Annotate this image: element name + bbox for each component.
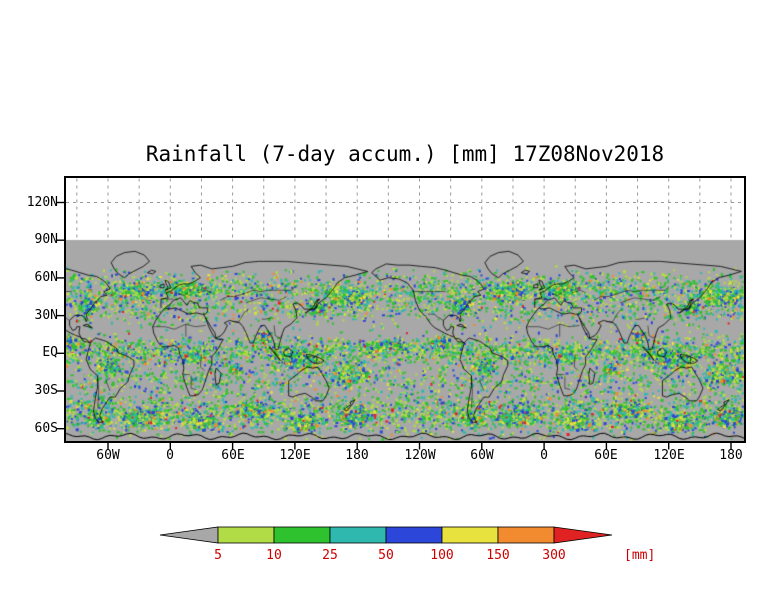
colorbar-unit-label: [mm] [624, 548, 655, 563]
lat-label-30N: 30N [34, 308, 58, 323]
lat-label-120N: 120N [26, 195, 58, 210]
lat-label-30S: 30S [34, 383, 58, 398]
colorbar-arrow-above-max [553, 526, 613, 544]
rainfall-map-canvas [65, 177, 745, 442]
colorbar-tick-50: 50 [378, 548, 394, 563]
lat-label-90N: 90N [34, 232, 58, 247]
colorbar-tick-25: 25 [322, 548, 338, 563]
colorbar-tick-5: 5 [214, 548, 222, 563]
colorbar-segment-150-300 [497, 526, 555, 544]
colorbar-segment-10-25 [273, 526, 331, 544]
lon-label-3: 120E [279, 448, 311, 463]
lat-label-60N: 60N [34, 270, 58, 285]
plot-title: Rainfall (7-day accum.) [mm] 17Z08Nov201… [145, 142, 665, 166]
colorbar-tick-100: 100 [430, 548, 453, 563]
lon-label-1: 0 [166, 448, 174, 463]
lon-label-10: 180 [719, 448, 743, 463]
lon-label-4: 180 [345, 448, 369, 463]
lon-label-8: 60E [594, 448, 618, 463]
colorbar-segment-100-150 [441, 526, 499, 544]
lat-label-EQ: EQ [42, 345, 58, 360]
colorbar-tick-300: 300 [542, 548, 565, 563]
lon-label-6: 60W [470, 448, 494, 463]
lon-label-5: 120W [404, 448, 436, 463]
colorbar-tick-150: 150 [486, 548, 509, 563]
lon-label-2: 60E [221, 448, 245, 463]
lat-label-60S: 60S [34, 421, 58, 436]
colorbar: 5 10 25 50 100 150 300 [mm] [159, 526, 655, 563]
colorbar-segment-50-100 [385, 526, 443, 544]
lon-label-9: 120E [653, 448, 685, 463]
colorbar-arrow-below-min [159, 526, 219, 544]
colorbar-tick-10: 10 [266, 548, 282, 563]
lon-label-7: 0 [540, 448, 548, 463]
colorbar-segment-25-50 [329, 526, 387, 544]
colorbar-segment-5-10 [217, 526, 275, 544]
lon-label-0: 60W [96, 448, 120, 463]
